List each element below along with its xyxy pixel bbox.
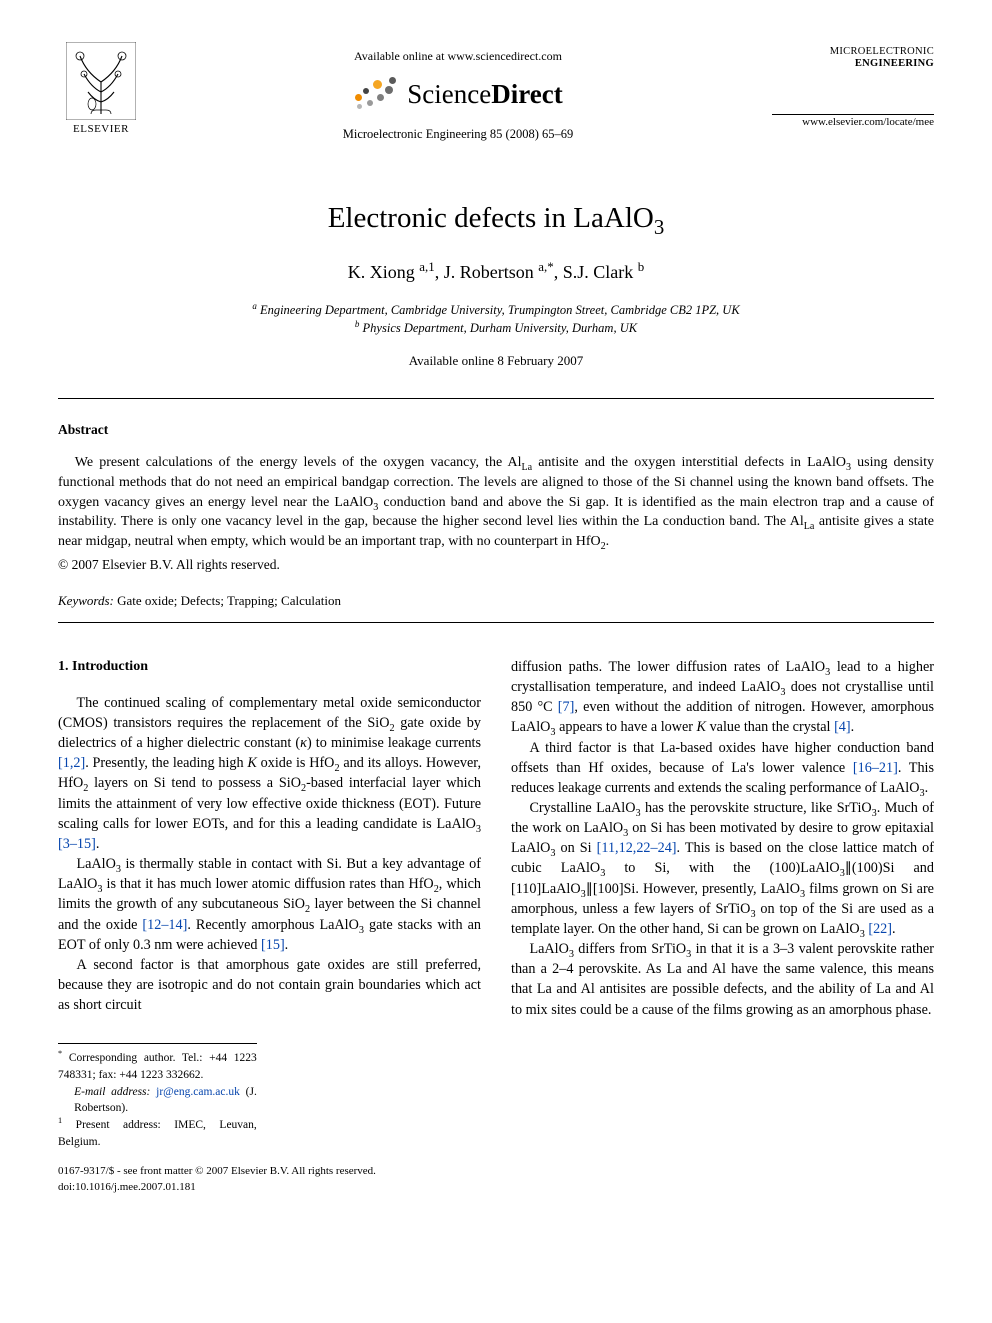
right-header: MICROELECTRONIC ENGINEERING www.elsevier…	[772, 42, 934, 130]
para: LaAlO3 is thermally stable in contact wi…	[58, 854, 481, 955]
ref-link[interactable]: [7]	[558, 699, 575, 715]
journal-logo-line2: ENGINEERING	[772, 58, 934, 70]
issn-line: 0167-9317/$ - see front matter © 2007 El…	[58, 1164, 934, 1179]
keywords-value: Gate oxide; Defects; Trapping; Calculati…	[117, 593, 341, 608]
elsevier-logo: ELSEVIER	[58, 42, 144, 137]
column-right: diffusion paths. The lower diffusion rat…	[511, 657, 934, 1150]
available-online-text: Available online at www.sciencedirect.co…	[144, 48, 772, 64]
affiliation-b: b Physics Department, Durham University,…	[58, 319, 934, 338]
authors: K. Xiong a,1, J. Robertson a,*, S.J. Cla…	[58, 260, 934, 284]
para: A third factor is that La-based oxides h…	[511, 738, 934, 798]
sciencedirect-logo: ScienceDirect	[144, 74, 772, 114]
ref-link[interactable]: [15]	[261, 937, 285, 953]
footnote-1: 1 Present address: IMEC, Leuvan, Belgium…	[58, 1117, 257, 1150]
title-sub: 3	[654, 215, 664, 239]
title-text: Electronic defects in LaAlO	[328, 202, 654, 234]
ref-link[interactable]: [1,2]	[58, 755, 85, 771]
sd-prefix: Science	[407, 79, 491, 109]
doi-line: doi:10.1016/j.mee.2007.01.181	[58, 1180, 934, 1195]
footnote-corresponding: * Corresponding author. Tel.: +44 1223 7…	[58, 1050, 257, 1083]
email-link[interactable]: jr@eng.cam.ac.uk	[156, 1086, 240, 1098]
sciencedirect-wordmark: ScienceDirect	[407, 76, 562, 112]
keywords-label: Keywords:	[58, 593, 114, 608]
para: Crystalline LaAlO3 has the perovskite st…	[511, 798, 934, 939]
para: diffusion paths. The lower diffusion rat…	[511, 657, 934, 738]
center-header: Available online at www.sciencedirect.co…	[144, 42, 772, 143]
para: LaAlO3 differs from SrTiO3 in that it is…	[511, 939, 934, 1020]
article-title: Electronic defects in LaAlO3	[58, 199, 934, 238]
ref-link[interactable]: [11,12,22–24]	[597, 840, 677, 856]
sd-suffix: Direct	[491, 79, 562, 109]
ref-link[interactable]: [4]	[834, 719, 851, 735]
footer-meta: 0167-9317/$ - see front matter © 2007 El…	[58, 1164, 934, 1195]
ref-link[interactable]: [22]	[868, 921, 892, 937]
journal-logo-line1: MICROELECTRONIC	[772, 46, 934, 58]
elsevier-label: ELSEVIER	[73, 122, 129, 137]
column-left: 1. Introduction The continued scaling of…	[58, 657, 481, 1150]
page-header: ELSEVIER Available online at www.science…	[58, 42, 934, 143]
affiliations: a Engineering Department, Cambridge Univ…	[58, 301, 934, 339]
affiliation-a: a Engineering Department, Cambridge Univ…	[58, 301, 934, 320]
footnotes: * Corresponding author. Tel.: +44 1223 7…	[58, 1043, 257, 1150]
abstract-bottom-rule	[58, 622, 934, 623]
body-columns: 1. Introduction The continued scaling of…	[58, 657, 934, 1150]
abstract-copyright: © 2007 Elsevier B.V. All rights reserved…	[58, 556, 934, 574]
abstract-heading: Abstract	[58, 421, 934, 439]
para: A second factor is that amorphous gate o…	[58, 955, 481, 1015]
locate-url: www.elsevier.com/locate/mee	[772, 115, 934, 130]
ref-link[interactable]: [16–21]	[853, 760, 898, 776]
section-heading-1: 1. Introduction	[58, 657, 481, 677]
footnote-email: E-mail address: jr@eng.cam.ac.uk (J. Rob…	[58, 1084, 257, 1117]
journal-reference: Microelectronic Engineering 85 (2008) 65…	[144, 126, 772, 143]
abstract-paragraph: We present calculations of the energy le…	[58, 453, 934, 552]
ref-link[interactable]: [12–14]	[142, 917, 187, 933]
abstract-top-rule	[58, 398, 934, 399]
ref-link[interactable]: [3–15]	[58, 836, 96, 852]
available-date: Available online 8 February 2007	[58, 352, 934, 370]
abstract-body: We present calculations of the energy le…	[58, 453, 934, 552]
sciencedirect-dots-icon	[353, 74, 397, 114]
para: The continued scaling of complementary m…	[58, 693, 481, 854]
journal-logo: MICROELECTRONIC ENGINEERING	[772, 46, 934, 70]
keywords: Keywords: Gate oxide; Defects; Trapping;…	[58, 592, 934, 610]
elsevier-tree-icon	[66, 42, 136, 120]
